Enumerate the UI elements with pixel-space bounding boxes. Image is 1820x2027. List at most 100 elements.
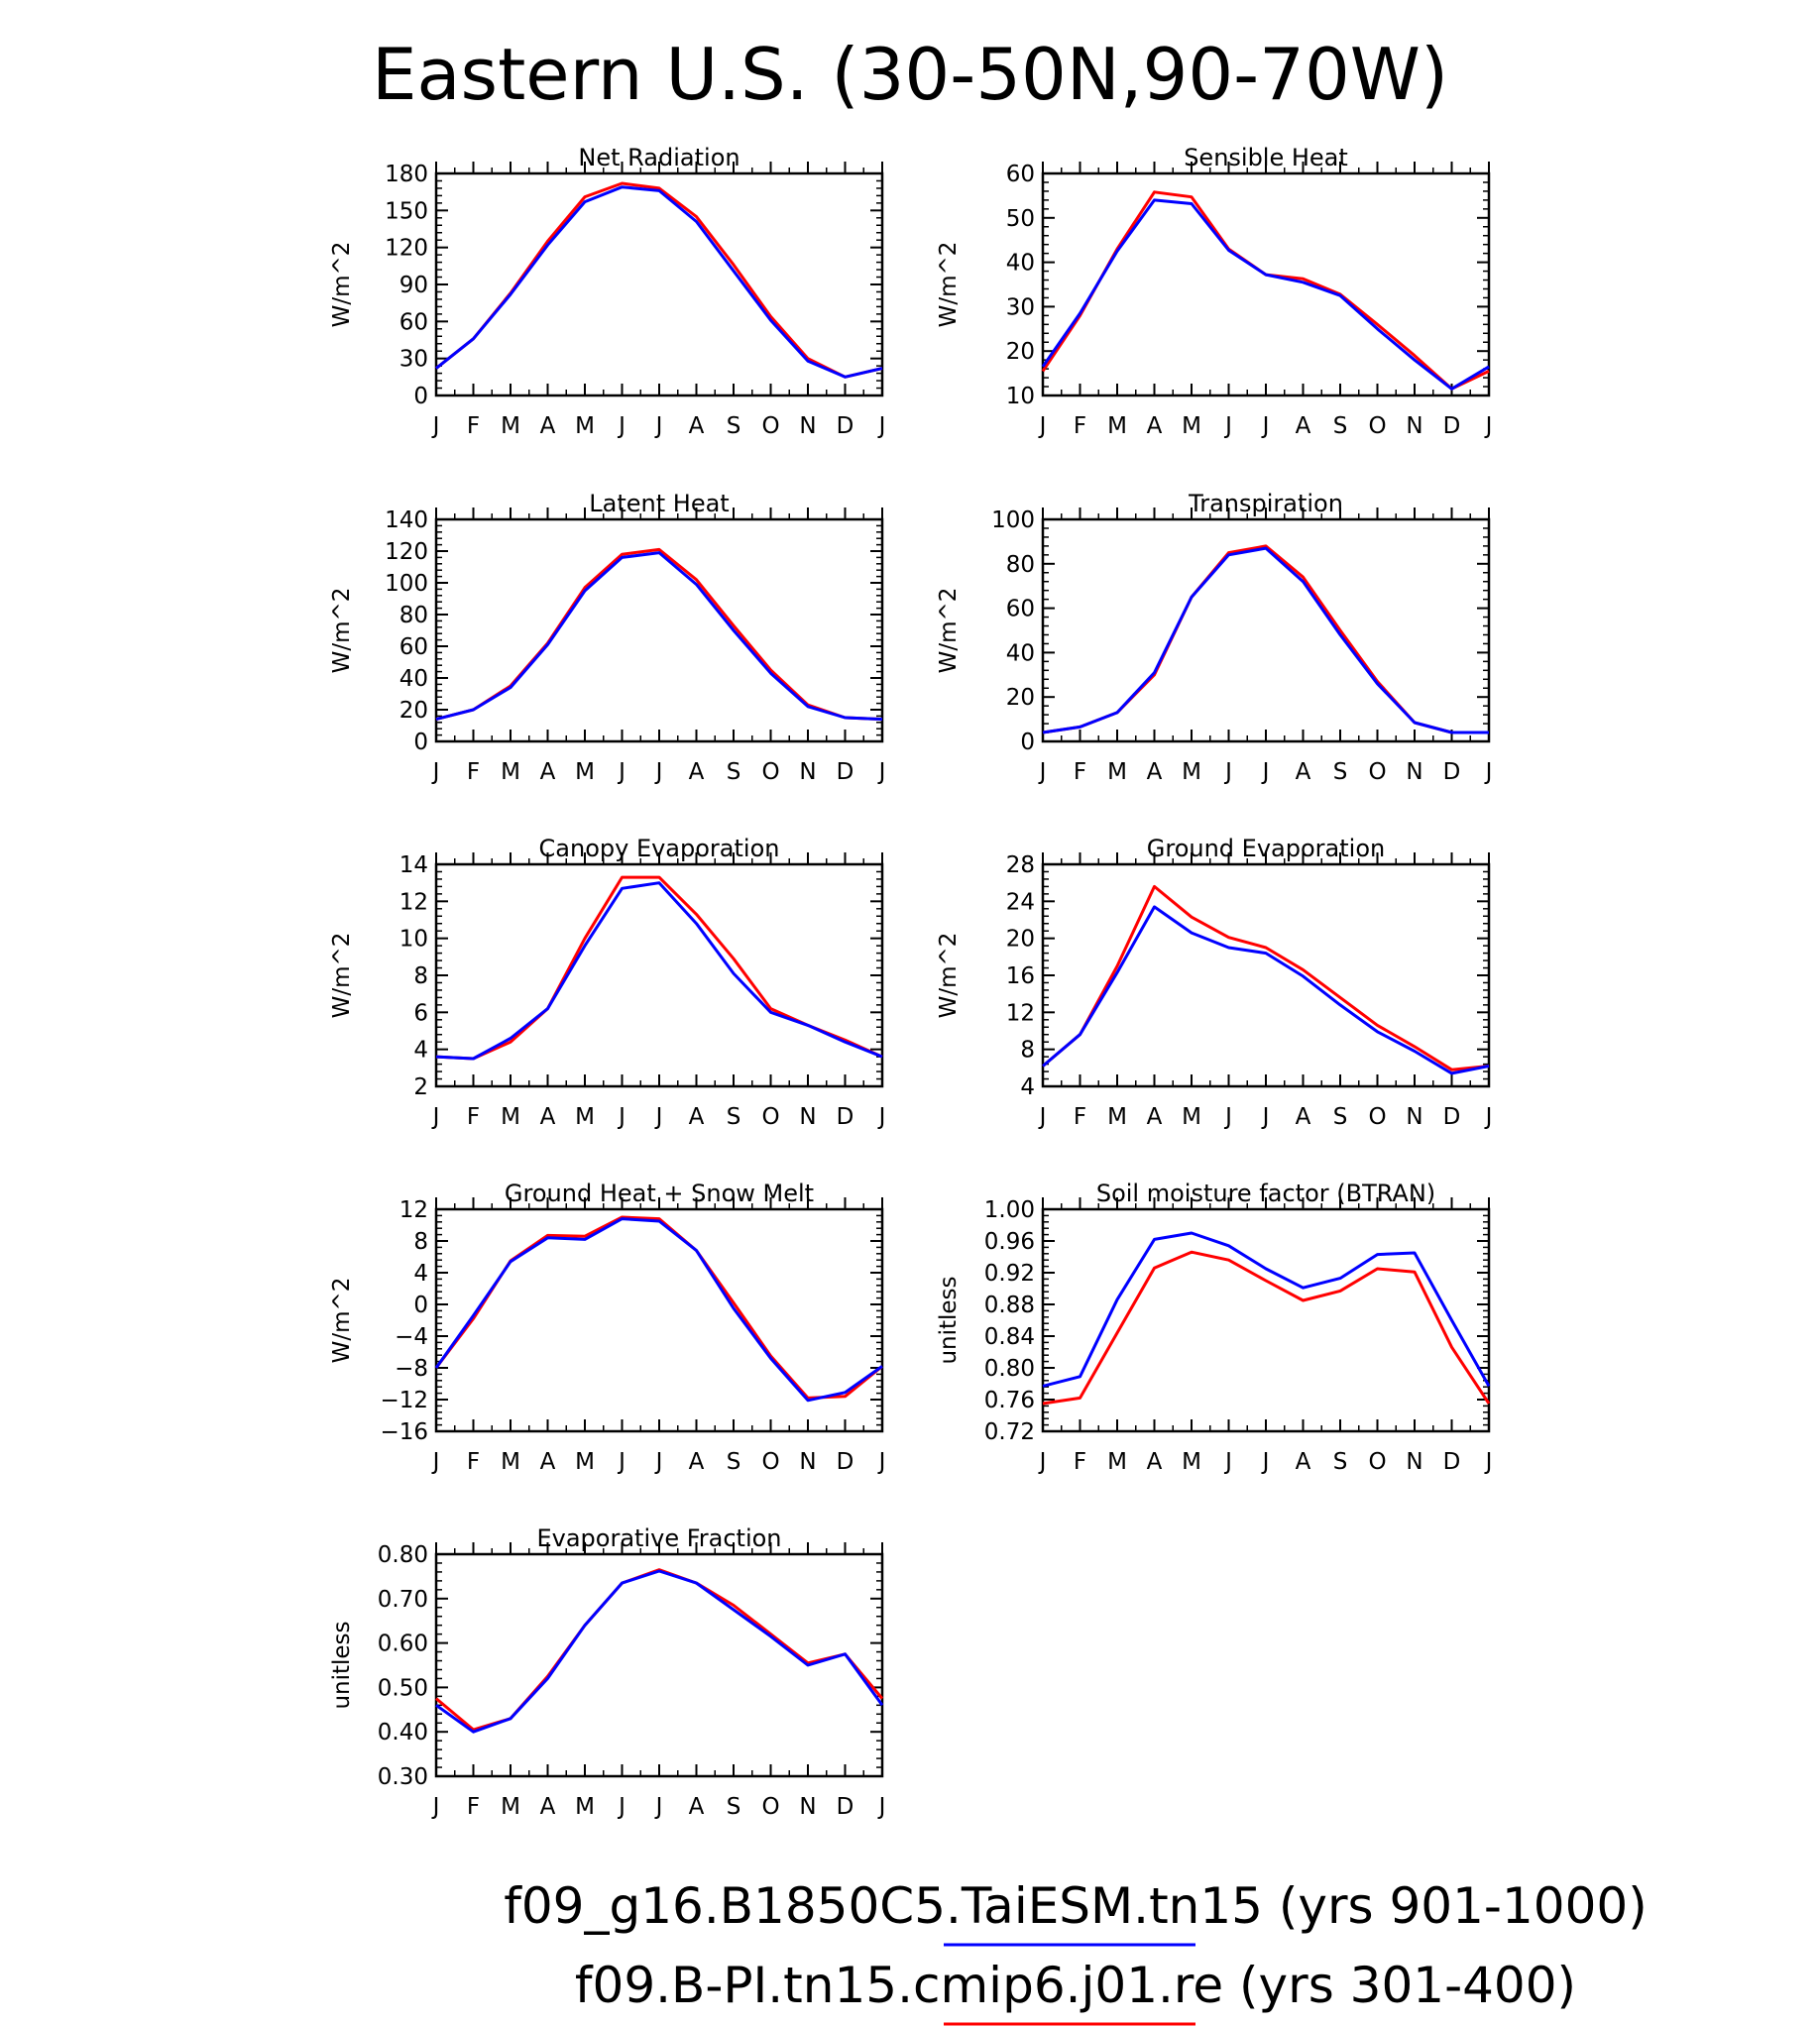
x-tick-label: O	[761, 1449, 779, 1475]
x-tick-label: J	[431, 413, 440, 439]
y-tick-label: 4	[413, 1038, 428, 1064]
y-tick-label: 0.80	[378, 1542, 428, 1568]
x-tick-label: J	[617, 1449, 626, 1475]
chart-panel: Soil moisture factor (BTRAN)unitless0.72…	[936, 1180, 1492, 1475]
x-tick-label: A	[689, 1794, 705, 1820]
x-tick-label: O	[761, 413, 779, 439]
y-tick-label: 0.40	[378, 1720, 428, 1745]
x-tick-label: N	[799, 413, 816, 439]
series-line	[1042, 1231, 1491, 1388]
x-tick-label: F	[467, 1794, 480, 1820]
x-tick-label: M	[1182, 413, 1201, 439]
x-tick-label: D	[837, 1104, 854, 1130]
x-tick-label: J	[654, 413, 663, 439]
series-line	[1042, 905, 1490, 1075]
y-tick-label: 20	[1006, 339, 1035, 365]
x-tick-label: S	[1333, 1104, 1348, 1130]
x-tick-label: N	[1406, 1449, 1422, 1475]
y-tick-label: 6	[413, 1000, 428, 1026]
y-tick-label: 90	[399, 273, 428, 298]
y-tick-label: 2	[413, 1074, 428, 1100]
x-tick-label: J	[877, 1794, 886, 1820]
y-axis-label: W/m^2	[329, 1278, 355, 1364]
x-tick-label: J	[431, 759, 440, 785]
x-tick-label: J	[431, 1449, 440, 1475]
series-line	[434, 1215, 883, 1400]
x-tick-label: J	[617, 759, 626, 785]
x-tick-label: O	[1368, 1104, 1386, 1130]
x-tick-label: J	[1484, 1104, 1493, 1130]
x-tick-label: J	[1484, 413, 1493, 439]
x-tick-label: A	[689, 759, 705, 785]
x-tick-label: A	[540, 759, 556, 785]
x-tick-label: M	[575, 1449, 595, 1475]
series-line	[435, 181, 883, 379]
x-tick-label: S	[727, 1794, 741, 1820]
series-line	[435, 547, 883, 722]
y-tick-label: 0.92	[984, 1261, 1035, 1287]
x-tick-label: J	[1484, 1449, 1493, 1475]
x-tick-label: A	[1147, 759, 1163, 785]
y-axis-label: W/m^2	[329, 588, 355, 674]
x-tick-label: M	[501, 1794, 520, 1820]
x-tick-label: A	[689, 413, 705, 439]
series-line	[1042, 544, 1489, 734]
y-axis-label: unitless	[936, 1276, 962, 1364]
x-tick-label: M	[575, 413, 595, 439]
y-axis-label: unitless	[329, 1621, 355, 1709]
x-tick-label: J	[617, 1104, 626, 1130]
y-tick-label: 12	[1006, 1000, 1035, 1026]
y-tick-label: 0	[1020, 730, 1035, 755]
x-tick-label: O	[761, 1104, 779, 1130]
x-tick-label: J	[877, 413, 886, 439]
y-tick-label: −16	[380, 1419, 428, 1445]
x-tick-label: A	[689, 1104, 705, 1130]
series-line	[1041, 198, 1490, 391]
x-tick-label: J	[654, 1794, 663, 1820]
y-tick-label: 10	[399, 927, 428, 953]
series-line	[1042, 884, 1490, 1071]
legend-label-red: f09.B-PI.tn15.cmip6.j01.re (yrs 301-400)	[575, 1957, 1576, 2014]
y-tick-label: 0	[413, 384, 428, 409]
x-tick-label: S	[1333, 1449, 1348, 1475]
x-tick-label: A	[540, 1794, 556, 1820]
y-axis-label: W/m^2	[329, 933, 355, 1019]
y-tick-label: 28	[1006, 852, 1035, 878]
x-tick-label: J	[617, 413, 626, 439]
x-tick-label: D	[1443, 1449, 1461, 1475]
x-tick-label: D	[837, 413, 854, 439]
x-tick-label: F	[1074, 1104, 1086, 1130]
y-tick-label: 20	[399, 698, 428, 724]
x-tick-label: N	[799, 1449, 816, 1475]
y-tick-label: 80	[399, 603, 428, 628]
x-tick-label: J	[654, 1449, 663, 1475]
y-tick-label: 12	[399, 889, 428, 915]
y-tick-label: 0	[413, 730, 428, 755]
y-tick-label: 0.96	[984, 1229, 1035, 1255]
x-tick-label: F	[467, 1449, 480, 1475]
x-tick-label: N	[799, 1794, 816, 1820]
y-tick-label: 12	[399, 1197, 428, 1223]
x-tick-label: A	[689, 1449, 705, 1475]
y-axis-label: W/m^2	[936, 242, 962, 328]
x-tick-label: F	[467, 759, 480, 785]
x-tick-label: O	[761, 759, 779, 785]
x-tick-label: F	[467, 413, 480, 439]
figure-title: Eastern U.S. (30-50N,90-70W)	[372, 33, 1448, 116]
x-tick-label: A	[1296, 1449, 1311, 1475]
x-tick-label: M	[1107, 1104, 1127, 1130]
x-tick-label: M	[1107, 1449, 1127, 1475]
plot-frame	[434, 862, 884, 1088]
y-tick-label: 24	[1006, 889, 1035, 915]
y-tick-label: 100	[991, 507, 1035, 533]
x-tick-label: A	[1147, 413, 1163, 439]
x-tick-label: O	[1368, 1449, 1386, 1475]
x-tick-label: F	[467, 1104, 480, 1130]
x-tick-label: M	[501, 759, 520, 785]
series-line	[435, 875, 883, 1061]
x-tick-label: M	[575, 1794, 595, 1820]
